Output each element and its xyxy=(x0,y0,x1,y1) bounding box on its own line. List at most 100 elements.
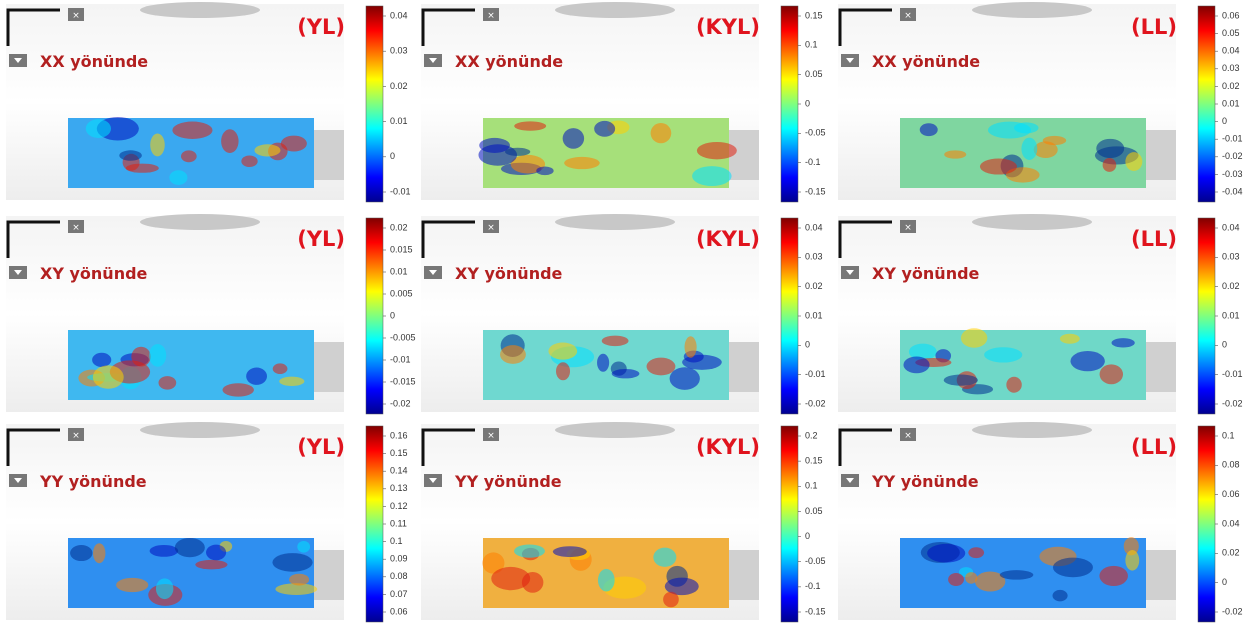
direction-label: XX yönünde xyxy=(872,52,980,71)
colorbar-tick-label: 0.05 xyxy=(1222,28,1240,38)
colorbar-tick-label: 0.03 xyxy=(390,46,408,56)
strain-blob xyxy=(1125,152,1142,171)
colorbar-tick-label: 0.005 xyxy=(390,288,413,298)
strain-blob xyxy=(927,544,965,563)
strain-blob xyxy=(159,376,177,390)
strain-blob xyxy=(150,545,179,557)
strain-blob xyxy=(651,123,672,143)
colorbar-tick-label: -0.1 xyxy=(805,581,821,591)
strain-blob xyxy=(598,569,615,592)
colorbar-tick-label: 0.05 xyxy=(805,506,823,516)
strain-blob xyxy=(150,133,165,156)
strain-blob xyxy=(980,159,1017,175)
strain-blob xyxy=(172,122,212,139)
colorbar xyxy=(1198,426,1215,622)
strain-blob xyxy=(222,383,253,396)
colorbar xyxy=(366,6,383,202)
colorbar-tick-label: -0.01 xyxy=(1222,369,1243,379)
colorbar-tick-label: 0.01 xyxy=(390,266,408,276)
close-icon-glyph: × xyxy=(487,223,495,233)
close-icon-glyph: × xyxy=(72,11,80,21)
strain-blob xyxy=(297,541,310,553)
panel: ×XY yönünde(KYL)0.040.030.020.010-0.01-0… xyxy=(421,214,826,414)
colorbar-tick-label: 0.01 xyxy=(1222,98,1240,108)
strain-blob xyxy=(670,367,700,390)
panel: ×XX yönünde(LL)0.060.050.040.030.020.010… xyxy=(838,2,1243,202)
colorbar-tick-label: 0.06 xyxy=(1222,10,1240,20)
strain-blob xyxy=(491,567,530,590)
colorbar-tick-label: 0.015 xyxy=(390,244,413,254)
strain-blob xyxy=(149,344,166,367)
close-icon-glyph: × xyxy=(72,223,80,233)
photo-shadow xyxy=(972,422,1092,438)
colorbar-tick-label: 0.06 xyxy=(390,606,408,616)
strain-blob xyxy=(536,167,553,176)
close-icon-glyph: × xyxy=(904,11,912,21)
figure: × XX yönünde (YL) 0.04 0.03 0.02 0.01 0 -0.01 × XX… xyxy=(0,0,1247,628)
colorbar-tick-label: 0.04 xyxy=(1222,518,1240,528)
strain-blob xyxy=(653,548,676,567)
colorbar xyxy=(781,6,798,202)
tag-label: (YL) xyxy=(297,227,345,251)
colorbar-tick-label: -0.03 xyxy=(1222,169,1243,179)
colorbar-tick-label: 0.07 xyxy=(390,589,408,599)
close-icon-glyph: × xyxy=(487,431,495,441)
colorbar-tick-label: 0.02 xyxy=(805,281,823,291)
strain-blob xyxy=(1021,138,1037,160)
colorbar-tick-label: -0.04 xyxy=(1222,186,1243,196)
panel: ×XY yönünde(YL)0.020.0150.010.0050-0.005… xyxy=(6,214,416,414)
tag-label: (LL) xyxy=(1131,227,1177,251)
colorbar-tick-label: -0.02 xyxy=(1222,606,1243,616)
colorbar-tick-label: 0.1 xyxy=(1222,430,1235,440)
strain-blob xyxy=(692,166,732,186)
direction-label: XY yönünde xyxy=(455,264,563,283)
strain-blob xyxy=(564,157,600,169)
strain-blob xyxy=(289,574,309,586)
colorbar-tick-label: 0 xyxy=(1222,340,1227,350)
strain-blob xyxy=(663,592,679,608)
strain-blob xyxy=(961,328,987,348)
colorbar-tick-label: 0 xyxy=(805,340,810,350)
strain-blob xyxy=(597,354,609,372)
panel: ×YY yönünde(LL)0.10.080.060.040.020-0.02 xyxy=(838,422,1243,622)
strain-blob xyxy=(1103,158,1117,172)
panel: ×YY yönünde(YL)0.160.150.140.130.120.110… xyxy=(6,422,408,622)
colorbar-tick-label: 0 xyxy=(1222,577,1227,587)
colorbar-tick-label: 0.04 xyxy=(1222,46,1240,56)
strain-blob xyxy=(86,119,111,138)
strain-blob xyxy=(272,553,312,572)
photo-shadow xyxy=(140,2,260,18)
strain-blob xyxy=(1099,566,1127,586)
tag-label: (KYL) xyxy=(696,435,760,459)
photo-shadow xyxy=(972,214,1092,230)
photo-shadow xyxy=(555,422,675,438)
strain-blob xyxy=(514,544,545,557)
colorbar-tick-label: 0.11 xyxy=(390,518,407,528)
strain-blob xyxy=(281,136,307,152)
strain-blob xyxy=(697,142,737,159)
strain-blob xyxy=(181,150,197,162)
strain-blob xyxy=(685,336,697,357)
strain-blob xyxy=(514,121,546,130)
colorbar-tick-label: 0 xyxy=(390,151,395,161)
strain-blob xyxy=(92,353,111,367)
strain-blob xyxy=(965,572,977,584)
strain-blob xyxy=(968,547,984,558)
strain-blob xyxy=(920,123,938,136)
colorbar-tick-label: 0 xyxy=(805,531,810,541)
direction-label: XX yönünde xyxy=(455,52,563,71)
colorbar-tick-label: 0.2 xyxy=(805,430,818,440)
colorbar-tick-label: 0.04 xyxy=(390,10,408,20)
panel: ×XX yönünde(YL)0.040.030.020.010-0.01 xyxy=(6,2,411,202)
strain-blob xyxy=(175,538,205,557)
direction-label: XY yönünde xyxy=(872,264,980,283)
colorbar-tick-label: -0.05 xyxy=(805,128,826,138)
tag-label: (LL) xyxy=(1131,15,1177,39)
strain-blob xyxy=(273,363,288,374)
strain-blob xyxy=(612,369,640,378)
colorbar-tick-label: 0.02 xyxy=(1222,548,1240,558)
colorbar-tick-label: 0.01 xyxy=(1222,310,1240,320)
colorbar-tick-label: 0.02 xyxy=(390,81,408,91)
strain-blob xyxy=(119,150,142,160)
tag-label: (KYL) xyxy=(696,15,760,39)
